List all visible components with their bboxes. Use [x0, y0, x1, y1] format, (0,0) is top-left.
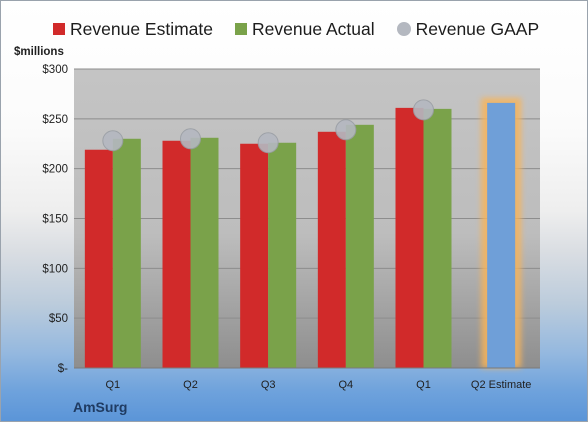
marker-revenue-gaap — [257, 132, 279, 154]
legend-item-revenue-estimate: Revenue Estimate — [53, 19, 213, 40]
bar-revenue-actual — [268, 142, 297, 368]
legend-swatch-revenue-actual — [235, 23, 247, 35]
bar-revenue-estimate — [240, 143, 269, 368]
bar-revenue-actual — [190, 137, 219, 368]
bar-revenue-estimate — [317, 131, 346, 368]
x-tick-label: Q1 — [105, 379, 120, 391]
x-tick-label: Q1 — [416, 379, 431, 391]
legend-swatch-revenue-gaap — [396, 22, 411, 36]
x-tick-label: Q2 — [183, 379, 198, 391]
bar-revenue-actual — [423, 108, 452, 368]
marker-revenue-gaap — [102, 130, 124, 152]
legend-label-revenue-gaap: Revenue GAAP — [415, 18, 540, 39]
x-tick-label: Q3 — [261, 379, 276, 391]
bar-revenue-actual — [112, 138, 141, 368]
y-axis-label: $millions — [14, 46, 64, 58]
bar-revenue-estimate-q2 — [487, 102, 516, 369]
legend-label-revenue-estimate: Revenue Estimate — [70, 18, 213, 39]
legend-label-revenue-actual: Revenue Actual — [252, 18, 375, 39]
x-tick-label: Q2 Estimate — [471, 379, 532, 391]
legend-item-revenue-gaap: Revenue GAAP — [396, 18, 540, 40]
x-tick-label: Q4 — [338, 379, 353, 391]
marker-revenue-gaap — [180, 128, 201, 150]
y-tick-label: $200 — [42, 164, 68, 176]
bar-revenue-estimate — [395, 107, 424, 369]
marker-revenue-gaap — [413, 99, 434, 121]
legend-swatch-revenue-estimate — [53, 23, 65, 35]
chart-legend: Revenue Estimate Revenue Actual Revenue … — [53, 18, 587, 40]
y-tick-label: $- — [58, 363, 68, 375]
marker-revenue-gaap — [335, 119, 357, 141]
y-tick-label: $100 — [42, 263, 68, 275]
y-tick-label: $250 — [42, 114, 68, 126]
y-tick-label: $150 — [42, 214, 68, 226]
bar-revenue-estimate — [84, 149, 113, 368]
y-tick-label: $300 — [42, 64, 68, 76]
bar-revenue-actual — [345, 124, 374, 369]
company-name: AmSurg — [73, 399, 128, 415]
bar-revenue-estimate — [162, 140, 191, 368]
y-tick-label: $50 — [49, 313, 68, 325]
legend-item-revenue-actual: Revenue Actual — [235, 19, 375, 40]
